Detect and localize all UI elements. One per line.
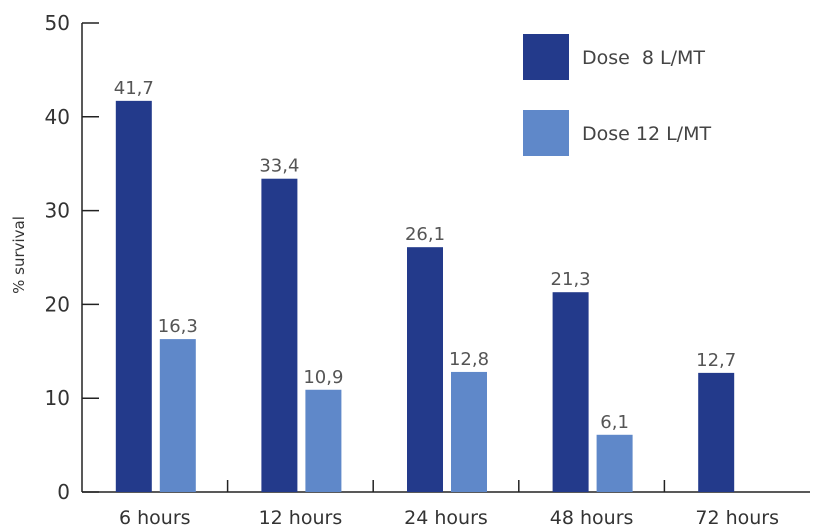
- y-tick-label: 20: [45, 292, 70, 316]
- y-axis: 0 10 20 30 40 50: [45, 11, 99, 504]
- data-label: 16,3: [158, 316, 198, 337]
- bar-series-1: [261, 178, 298, 492]
- data-label: 26,1: [405, 224, 445, 245]
- x-category-label: 24 hours: [404, 507, 488, 528]
- bar-series-1: [698, 372, 735, 492]
- legend-swatch: [523, 110, 569, 156]
- x-axis: 6 hours 12 hours 24 hours 48 hours 72 hours: [82, 480, 810, 528]
- y-axis-title: % survival: [10, 216, 28, 294]
- bar-series-2: [305, 389, 342, 492]
- bars: 41,7 33,4 26,1 21,3 12,7 16,3 10,9 12,8 6,1: [114, 78, 736, 492]
- legend-swatch: [523, 34, 569, 80]
- data-label: 12,8: [449, 349, 489, 370]
- x-category-label: 72 hours: [695, 507, 779, 528]
- data-label: 21,3: [551, 269, 591, 290]
- bar-series-2: [451, 371, 487, 492]
- bar-series-1: [115, 100, 152, 492]
- bar-series-1: [407, 247, 443, 492]
- data-label: 33,4: [259, 156, 299, 177]
- y-tick-label: 50: [45, 11, 70, 35]
- y-tick-label: 30: [45, 199, 70, 223]
- legend-label: Dose 12 L/MT: [582, 123, 711, 145]
- y-tick-label: 0: [57, 480, 70, 504]
- x-category-label: 6 hours: [119, 507, 191, 528]
- y-tick-label: 40: [45, 105, 70, 129]
- legend-label: Dose 8 L/MT: [582, 47, 705, 69]
- bar-series-2: [159, 339, 196, 492]
- bar-series-1: [552, 292, 589, 492]
- data-label: 41,7: [114, 78, 154, 99]
- x-category-label: 48 hours: [550, 507, 634, 528]
- y-tick-label: 10: [45, 386, 70, 410]
- data-label: 12,7: [696, 350, 736, 371]
- x-category-label: 12 hours: [259, 507, 343, 528]
- bar-series-2: [596, 434, 633, 492]
- data-label: 10,9: [303, 367, 343, 388]
- legend: Dose 8 L/MT Dose 12 L/MT: [523, 34, 711, 156]
- data-label: 6,1: [600, 412, 629, 433]
